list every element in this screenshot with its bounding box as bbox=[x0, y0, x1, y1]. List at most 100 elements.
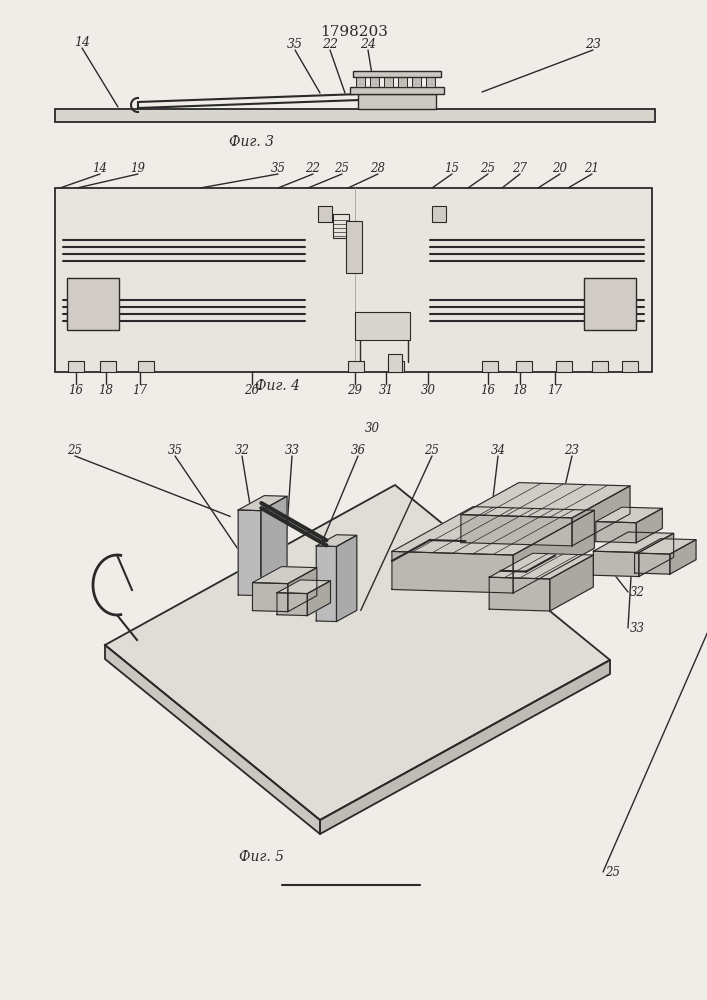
Bar bbox=[398, 77, 407, 87]
Text: 32: 32 bbox=[235, 444, 250, 458]
Text: 30: 30 bbox=[421, 383, 436, 396]
Bar bbox=[55, 109, 655, 122]
Text: 1798203: 1798203 bbox=[320, 25, 388, 39]
Bar bbox=[333, 214, 349, 238]
Text: 16: 16 bbox=[481, 383, 496, 396]
Polygon shape bbox=[392, 551, 513, 593]
Polygon shape bbox=[593, 551, 639, 577]
Polygon shape bbox=[489, 577, 550, 611]
Bar bbox=[67, 278, 119, 330]
Bar bbox=[388, 354, 402, 372]
Text: 16: 16 bbox=[69, 383, 83, 396]
Bar bbox=[432, 206, 446, 222]
Text: 31: 31 bbox=[378, 383, 394, 396]
Polygon shape bbox=[316, 546, 337, 622]
Bar bbox=[68, 361, 84, 372]
Bar bbox=[370, 77, 379, 87]
Polygon shape bbox=[550, 555, 593, 611]
Text: 17: 17 bbox=[547, 383, 563, 396]
Polygon shape bbox=[277, 593, 308, 616]
Text: 32: 32 bbox=[630, 585, 645, 598]
Polygon shape bbox=[308, 581, 330, 616]
Text: 22: 22 bbox=[305, 161, 320, 174]
Bar bbox=[348, 361, 364, 372]
Bar bbox=[356, 77, 365, 87]
Text: 24: 24 bbox=[360, 38, 376, 51]
Bar bbox=[100, 361, 116, 372]
Text: 26: 26 bbox=[245, 383, 259, 396]
Bar bbox=[346, 221, 362, 273]
Polygon shape bbox=[635, 553, 670, 574]
Text: 29: 29 bbox=[348, 383, 363, 396]
Text: 21: 21 bbox=[585, 161, 600, 174]
Polygon shape bbox=[238, 510, 261, 596]
Polygon shape bbox=[596, 507, 662, 523]
Bar bbox=[358, 94, 436, 109]
Polygon shape bbox=[593, 532, 674, 553]
Bar bbox=[622, 361, 638, 372]
Polygon shape bbox=[513, 510, 595, 593]
Bar bbox=[388, 361, 404, 372]
Polygon shape bbox=[238, 496, 287, 511]
Bar bbox=[138, 361, 154, 372]
Text: 25: 25 bbox=[424, 444, 440, 458]
Polygon shape bbox=[105, 485, 610, 820]
Polygon shape bbox=[261, 496, 287, 596]
Text: 35: 35 bbox=[168, 444, 182, 458]
Bar bbox=[516, 361, 532, 372]
Text: 23: 23 bbox=[585, 38, 601, 51]
Text: 14: 14 bbox=[93, 161, 107, 174]
Text: 28: 28 bbox=[370, 161, 385, 174]
Bar bbox=[55, 188, 652, 372]
Text: Фиг. 3: Фиг. 3 bbox=[230, 135, 274, 149]
Text: 27: 27 bbox=[513, 161, 527, 174]
Text: 36: 36 bbox=[351, 444, 366, 458]
Polygon shape bbox=[596, 522, 636, 543]
Bar bbox=[584, 278, 636, 330]
Text: 25: 25 bbox=[334, 161, 349, 174]
Polygon shape bbox=[461, 483, 630, 518]
Polygon shape bbox=[252, 583, 288, 612]
Text: 35: 35 bbox=[287, 38, 303, 51]
Polygon shape bbox=[277, 580, 330, 594]
Polygon shape bbox=[489, 553, 593, 579]
Bar bbox=[482, 361, 498, 372]
Bar bbox=[426, 77, 435, 87]
Bar bbox=[355, 312, 410, 340]
Text: 25: 25 bbox=[481, 161, 496, 174]
Text: 20: 20 bbox=[552, 161, 568, 174]
Text: 35: 35 bbox=[271, 161, 286, 174]
Polygon shape bbox=[320, 660, 610, 834]
Polygon shape bbox=[461, 515, 572, 546]
Polygon shape bbox=[105, 645, 320, 834]
Polygon shape bbox=[639, 533, 674, 577]
Polygon shape bbox=[288, 568, 317, 612]
Text: 15: 15 bbox=[445, 161, 460, 174]
Polygon shape bbox=[252, 567, 317, 584]
Text: 33: 33 bbox=[284, 444, 300, 458]
Polygon shape bbox=[670, 540, 696, 574]
Text: 22: 22 bbox=[322, 38, 338, 51]
Bar bbox=[384, 77, 393, 87]
Bar bbox=[318, 206, 332, 222]
Text: 17: 17 bbox=[132, 383, 148, 396]
Polygon shape bbox=[337, 535, 357, 622]
Text: 25: 25 bbox=[67, 444, 83, 458]
Bar bbox=[556, 361, 572, 372]
Text: 18: 18 bbox=[98, 383, 114, 396]
Text: 25: 25 bbox=[605, 865, 620, 879]
Polygon shape bbox=[635, 539, 696, 554]
Text: 34: 34 bbox=[491, 444, 506, 458]
Polygon shape bbox=[392, 507, 595, 555]
Text: 30: 30 bbox=[365, 422, 380, 434]
Text: 19: 19 bbox=[131, 161, 146, 174]
Text: Фиг. 4: Фиг. 4 bbox=[255, 379, 300, 393]
Bar bbox=[412, 77, 421, 87]
Polygon shape bbox=[636, 508, 662, 543]
Text: 18: 18 bbox=[513, 383, 527, 396]
Text: Фиг. 5: Фиг. 5 bbox=[240, 850, 284, 864]
Text: 33: 33 bbox=[630, 621, 645, 635]
Polygon shape bbox=[572, 486, 630, 546]
Bar bbox=[353, 71, 441, 77]
Text: 14: 14 bbox=[74, 36, 90, 49]
